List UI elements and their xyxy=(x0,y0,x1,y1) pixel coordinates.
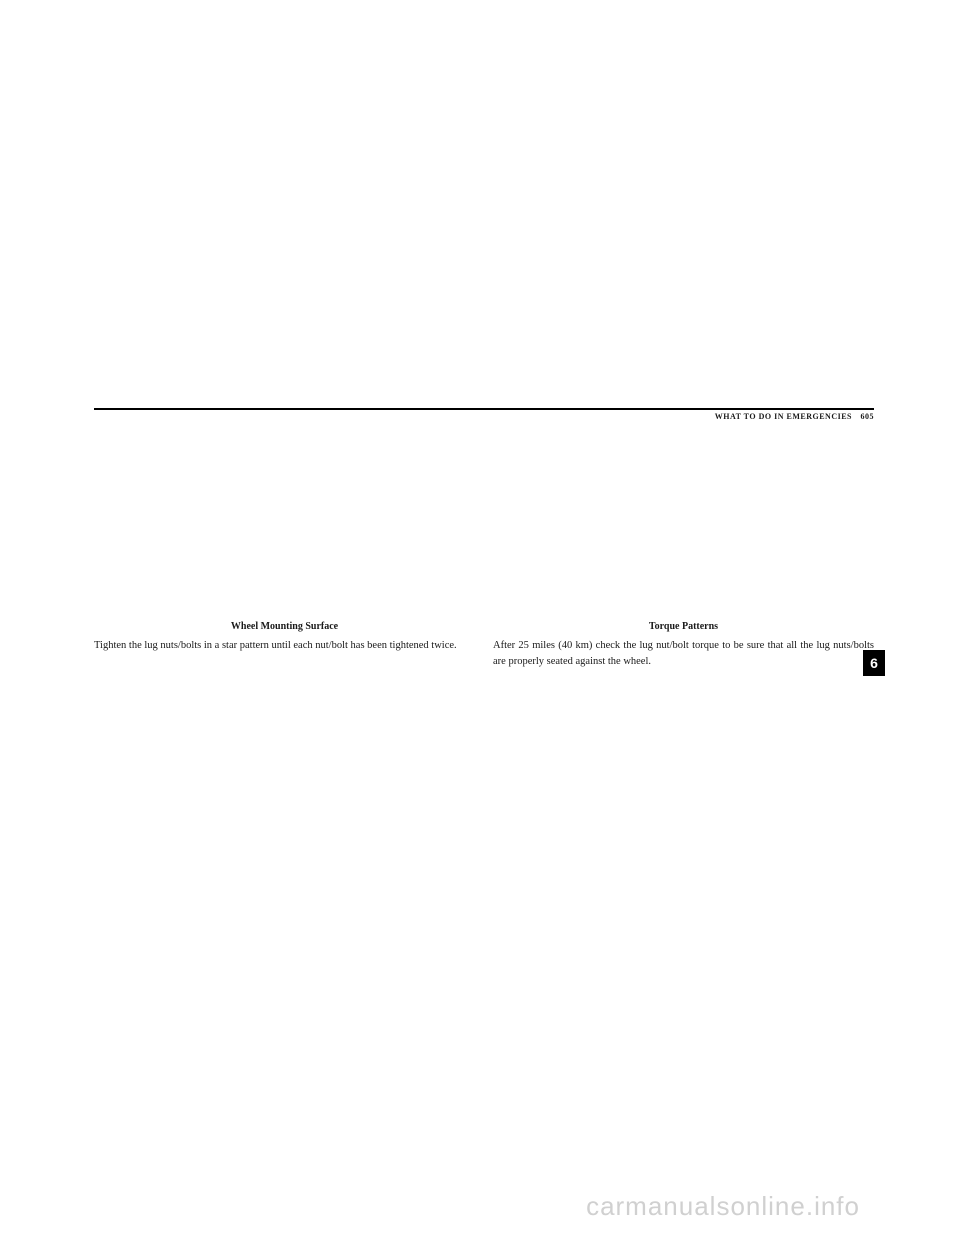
header-rule xyxy=(94,408,874,410)
left-caption: Wheel Mounting Surface xyxy=(94,621,475,632)
left-column: Wheel Mounting Surface Tighten the lug n… xyxy=(94,621,475,670)
watermark: carmanualsonline.info xyxy=(586,1191,860,1222)
page-number: 605 xyxy=(861,412,875,421)
section-title: WHAT TO DO IN EMERGENCIES xyxy=(715,412,852,421)
page-container: WHAT TO DO IN EMERGENCIES 605 Wheel Moun… xyxy=(94,408,874,670)
right-column: Torque Patterns After 25 miles (40 km) c… xyxy=(493,621,874,670)
section-tab: 6 xyxy=(863,650,885,676)
left-body-text: Tighten the lug nuts/bolts in a star pat… xyxy=(94,638,475,654)
page-header: WHAT TO DO IN EMERGENCIES 605 xyxy=(94,412,874,421)
right-caption: Torque Patterns xyxy=(493,621,874,632)
content-row: Wheel Mounting Surface Tighten the lug n… xyxy=(94,621,874,670)
right-body-text: After 25 miles (40 km) check the lug nut… xyxy=(493,638,874,670)
